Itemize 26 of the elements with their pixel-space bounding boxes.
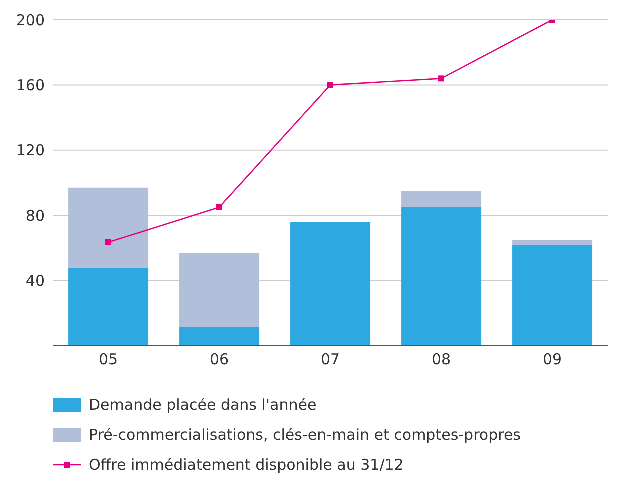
bar xyxy=(402,191,482,208)
x-tick-label: 08 xyxy=(432,350,452,369)
bar xyxy=(68,268,149,346)
bar xyxy=(512,244,593,346)
x-tick-label: 09 xyxy=(542,350,562,369)
bar xyxy=(180,253,260,328)
point xyxy=(106,239,112,246)
bar xyxy=(68,188,149,268)
legend-label: Offre immédiatement disponible au 31/12 xyxy=(89,456,404,474)
y-tick-label: 40 xyxy=(26,272,45,290)
point xyxy=(328,82,334,88)
bar xyxy=(180,327,260,346)
x-tick-label: 06 xyxy=(210,350,230,369)
x-tick-label: 05 xyxy=(98,350,118,369)
y-tick-label: 80 xyxy=(26,206,45,225)
y-tick-label: 200 xyxy=(16,11,45,30)
bar xyxy=(402,207,482,346)
legend-label: Pré-commercialisations, clés-en-main et comptes-propres xyxy=(89,426,521,444)
y-tick-label: 160 xyxy=(16,76,45,95)
point xyxy=(438,76,444,82)
bar xyxy=(290,222,371,346)
point xyxy=(216,204,222,210)
bar xyxy=(512,240,593,245)
x-tick-label: 07 xyxy=(320,350,340,369)
legend-label: Demande placée dans l'année xyxy=(89,396,317,414)
y-tick-label: 120 xyxy=(16,142,45,160)
